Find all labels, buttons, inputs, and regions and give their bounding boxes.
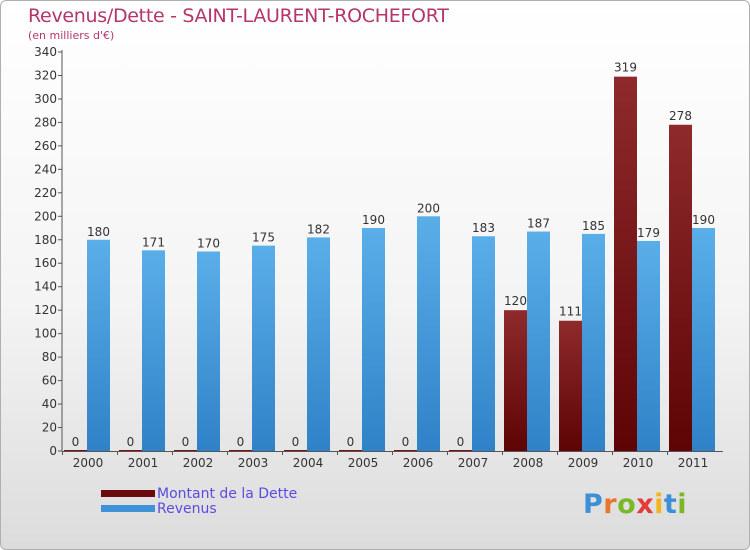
bar-debt-2009 (559, 320, 582, 451)
data-label-revenue-2004: 182 (307, 222, 330, 236)
data-label-debt-2006: 0 (402, 435, 410, 449)
bar-revenue-2009 (582, 233, 605, 451)
x-tick-label: 2009 (568, 456, 599, 470)
data-label-revenue-2008: 187 (527, 217, 550, 231)
logo-letter: i (677, 489, 688, 520)
x-tick-label: 2004 (293, 456, 324, 470)
x-tick-label: 2011 (678, 456, 709, 470)
y-tick-label: 260 (34, 139, 57, 153)
bar-revenue-2010 (637, 240, 660, 451)
y-tick-label: 0 (49, 444, 57, 458)
y-tick-label: 220 (34, 186, 57, 200)
legend-swatch-revenue (101, 505, 155, 512)
bar-revenue-2008 (527, 231, 550, 451)
proxiti-logo: Proxiti (583, 489, 687, 520)
y-tick-label: 240 (34, 162, 57, 176)
data-label-revenue-2003: 175 (252, 231, 275, 245)
bar-revenue-2005 (362, 228, 385, 451)
data-label-revenue-2005: 190 (362, 213, 385, 227)
legend-label-revenue: Revenus (157, 501, 217, 517)
y-tick-label: 280 (34, 115, 57, 129)
data-label-revenue-2001: 171 (142, 235, 165, 249)
x-tick-label: 2006 (403, 456, 434, 470)
logo-letter: i (654, 489, 664, 520)
data-label-debt-2002: 0 (182, 435, 190, 449)
y-tick-label: 160 (34, 256, 57, 270)
y-tick-label: 180 (34, 233, 57, 247)
x-tick-label: 2007 (458, 456, 489, 470)
logo-letter: x (636, 489, 655, 520)
x-tick-label: 2001 (128, 456, 159, 470)
y-tick-label: 140 (34, 280, 57, 294)
y-tick-label: 320 (34, 68, 57, 82)
chart-title: Revenus/Dette - SAINT-LAURENT-ROCHEFORT (28, 5, 449, 27)
y-tick-label: 40 (42, 397, 57, 411)
bar-revenue-2011 (692, 228, 715, 451)
bar-revenue-2003 (252, 245, 275, 451)
y-tick-label: 120 (34, 303, 57, 317)
bar-revenue-2001 (142, 250, 165, 451)
x-tick-label: 2002 (183, 456, 214, 470)
x-tick-label: 2008 (513, 456, 544, 470)
data-label-revenue-2007: 183 (472, 221, 495, 235)
data-label-debt-2009: 111 (559, 305, 582, 319)
data-label-debt-2010: 319 (614, 61, 637, 75)
bar-revenue-2006 (417, 216, 440, 451)
bar-debt-2011 (669, 124, 692, 452)
legend-label-debt: Montant de la Dette (157, 486, 298, 502)
logo-letter: r (603, 489, 618, 520)
data-label-debt-2005: 0 (347, 435, 355, 449)
data-label-debt-2001: 0 (127, 435, 135, 449)
bar-revenue-2007 (472, 236, 495, 451)
y-tick-label: 200 (34, 209, 57, 223)
data-label-revenue-2010: 179 (637, 226, 660, 240)
x-tick-label: 2003 (238, 456, 269, 470)
y-tick-label: 300 (34, 92, 57, 106)
bar-revenue-2000 (87, 239, 110, 451)
data-label-debt-2011: 278 (669, 109, 692, 123)
logo-letter: t (663, 489, 678, 520)
data-label-revenue-2011: 190 (692, 213, 715, 227)
data-label-revenue-2006: 200 (417, 201, 440, 215)
data-label-debt-2008: 120 (504, 294, 527, 308)
x-tick-label: 2010 (623, 456, 654, 470)
y-tick-label: 100 (34, 327, 57, 341)
data-label-debt-2003: 0 (237, 435, 245, 449)
data-label-revenue-2002: 170 (197, 237, 220, 251)
bar-debt-2008 (504, 310, 527, 451)
y-tick-label: 20 (42, 421, 57, 435)
bar-revenue-2004 (307, 237, 330, 451)
data-label-debt-2007: 0 (457, 435, 465, 449)
bar-debt-2010 (614, 76, 637, 452)
data-label-debt-2000: 0 (72, 435, 80, 449)
logo-letter: o (617, 489, 637, 520)
y-tick-label: 80 (42, 350, 57, 364)
bar-revenue-2002 (197, 251, 220, 451)
chart-subtitle: (en milliers d'€) (28, 29, 115, 42)
x-tick-label: 2000 (73, 456, 104, 470)
y-tick-label: 60 (42, 374, 57, 388)
legend-swatch-debt (101, 490, 155, 497)
x-tick-label: 2005 (348, 456, 379, 470)
data-label-revenue-2000: 180 (87, 225, 110, 239)
logo-letter: P (583, 489, 604, 520)
y-tick-label: 340 (34, 45, 57, 59)
data-label-debt-2004: 0 (292, 435, 300, 449)
data-label-revenue-2009: 185 (582, 219, 605, 233)
